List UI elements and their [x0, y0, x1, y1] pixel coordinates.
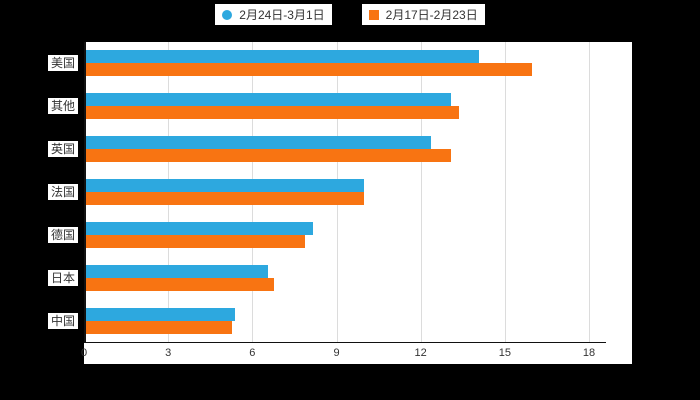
bar-series1-4	[86, 179, 364, 192]
x-tick-label: 15	[498, 347, 511, 359]
category-label-text: 法国	[47, 184, 78, 200]
category-label: 法国	[0, 183, 78, 201]
bar-series1-6	[86, 264, 269, 278]
bar-series2-4	[86, 192, 364, 205]
bar-series1-5	[86, 221, 314, 235]
legend-marker-icon	[222, 9, 233, 20]
x-tick-label: 0	[80, 347, 88, 359]
category-label-text: 其他	[47, 98, 78, 115]
x-tick-label: 9	[333, 347, 340, 359]
category-label: 中国	[0, 312, 78, 330]
legend: 2月24日-3月1日 2月17日-2月23日	[0, 4, 700, 25]
bar-series1-2	[86, 93, 451, 107]
plot-area: 0 3 6 9 12 15 18	[80, 42, 632, 364]
category-label-text: 英国	[47, 141, 78, 158]
bar-series1-3	[86, 136, 432, 150]
bar-series2-3	[86, 149, 451, 163]
legend-item-series2[interactable]: 2月17日-2月23日	[361, 4, 485, 25]
bar-series1-7	[86, 307, 235, 321]
legend-item-series1[interactable]: 2月24日-3月1日	[215, 4, 332, 25]
gridline	[504, 42, 506, 342]
category-label: 英国	[0, 140, 78, 158]
x-tick-label: 18	[582, 347, 596, 359]
category-label: 德国	[0, 226, 78, 244]
x-axis-line	[84, 342, 606, 343]
category-label-text: 德国	[47, 226, 78, 243]
legend-marker-icon	[368, 9, 379, 20]
gridline	[589, 42, 590, 342]
bar-series2-7	[86, 320, 232, 334]
x-tick-label: 12	[414, 347, 427, 359]
category-label: 其他	[0, 97, 78, 115]
gridline	[420, 42, 422, 342]
bar-series2-6	[86, 277, 274, 291]
category-label-text: 日本	[47, 269, 78, 286]
bar-series1-1	[86, 50, 479, 64]
y-axis-line	[84, 42, 86, 342]
category-label-text: 中国	[47, 312, 78, 329]
x-tick-label: 3	[165, 347, 172, 359]
x-tick-label: 6	[249, 347, 256, 359]
bar-series2-1	[86, 63, 533, 77]
category-label: 日本	[0, 269, 78, 287]
legend-label: 2月24日-3月1日	[239, 8, 325, 22]
category-label: 美国	[0, 54, 78, 72]
category-label-text: 美国	[47, 55, 78, 72]
bar-series2-5	[86, 234, 305, 248]
legend-label: 2月17日-2月23日	[385, 8, 478, 22]
bar-series2-2	[86, 106, 460, 120]
